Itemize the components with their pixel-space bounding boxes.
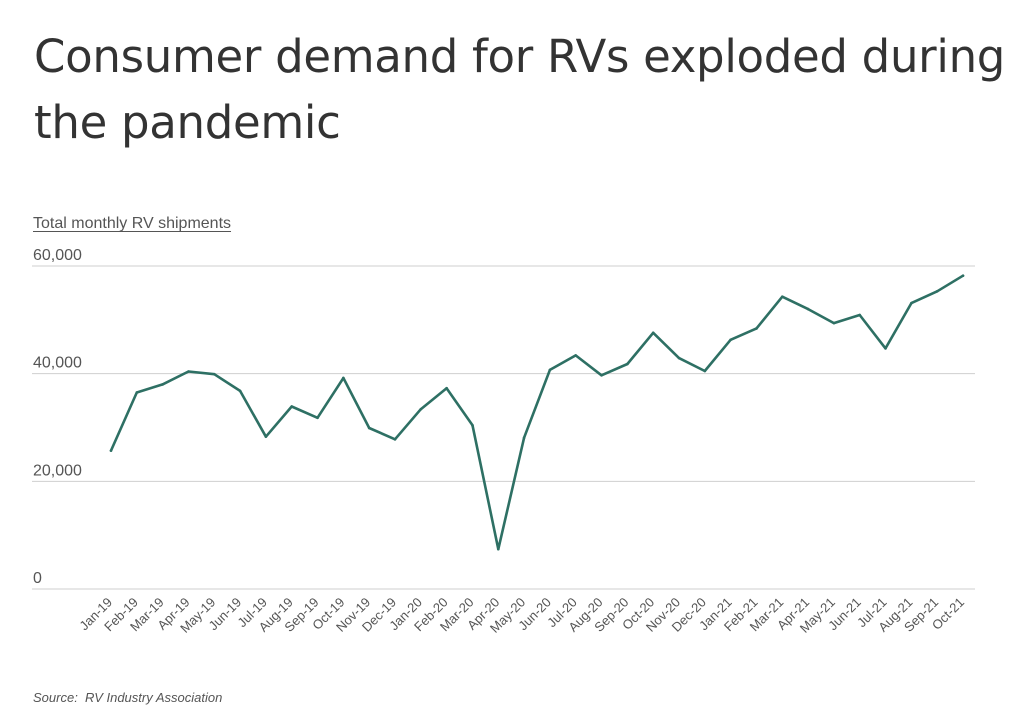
data-point: [419, 407, 423, 411]
data-point: [961, 274, 965, 277]
source-name: RV Industry Association: [85, 690, 223, 705]
data-point: [910, 301, 913, 305]
data-point: [600, 373, 603, 377]
data-point: [445, 386, 448, 390]
data-point: [858, 313, 862, 317]
data-point: [548, 368, 552, 372]
data-point: [161, 383, 164, 386]
data-point: [884, 347, 887, 350]
data-point: [574, 354, 578, 357]
source-prefix: Source:: [33, 690, 78, 705]
data-point: [316, 416, 319, 420]
y-tick-label: 0: [33, 570, 42, 587]
data-point: [393, 438, 397, 441]
data-point: [755, 327, 758, 330]
data-point: [626, 362, 629, 366]
data-point: [109, 449, 113, 452]
data-point: [238, 389, 242, 393]
data-point: [780, 295, 784, 298]
chart-title: Consumer demand for RVs exploded during …: [34, 30, 1006, 149]
data-point: [187, 370, 190, 373]
data-point: [342, 376, 345, 380]
series-line: [109, 274, 965, 551]
y-tick-label: 40,000: [33, 355, 82, 372]
data-point: [367, 426, 371, 430]
data-point: [212, 372, 216, 376]
data-point: [496, 547, 500, 551]
data-point: [135, 391, 139, 394]
y-tick-label: 60,000: [33, 247, 82, 264]
data-point: [471, 424, 474, 427]
data-point: [651, 331, 655, 335]
source-note: Source: RV Industry Association: [33, 690, 222, 705]
data-point: [729, 338, 732, 342]
chart-subtitle: Total monthly RV shipments: [33, 215, 232, 232]
data-point: [703, 369, 707, 373]
data-point: [677, 356, 681, 360]
data-point: [832, 321, 836, 325]
data-point: [806, 307, 810, 311]
data-point: [290, 405, 294, 408]
data-point: [522, 436, 526, 440]
data-point: [264, 435, 268, 438]
y-tick-label: 20,000: [33, 462, 82, 479]
data-point: [935, 290, 939, 293]
